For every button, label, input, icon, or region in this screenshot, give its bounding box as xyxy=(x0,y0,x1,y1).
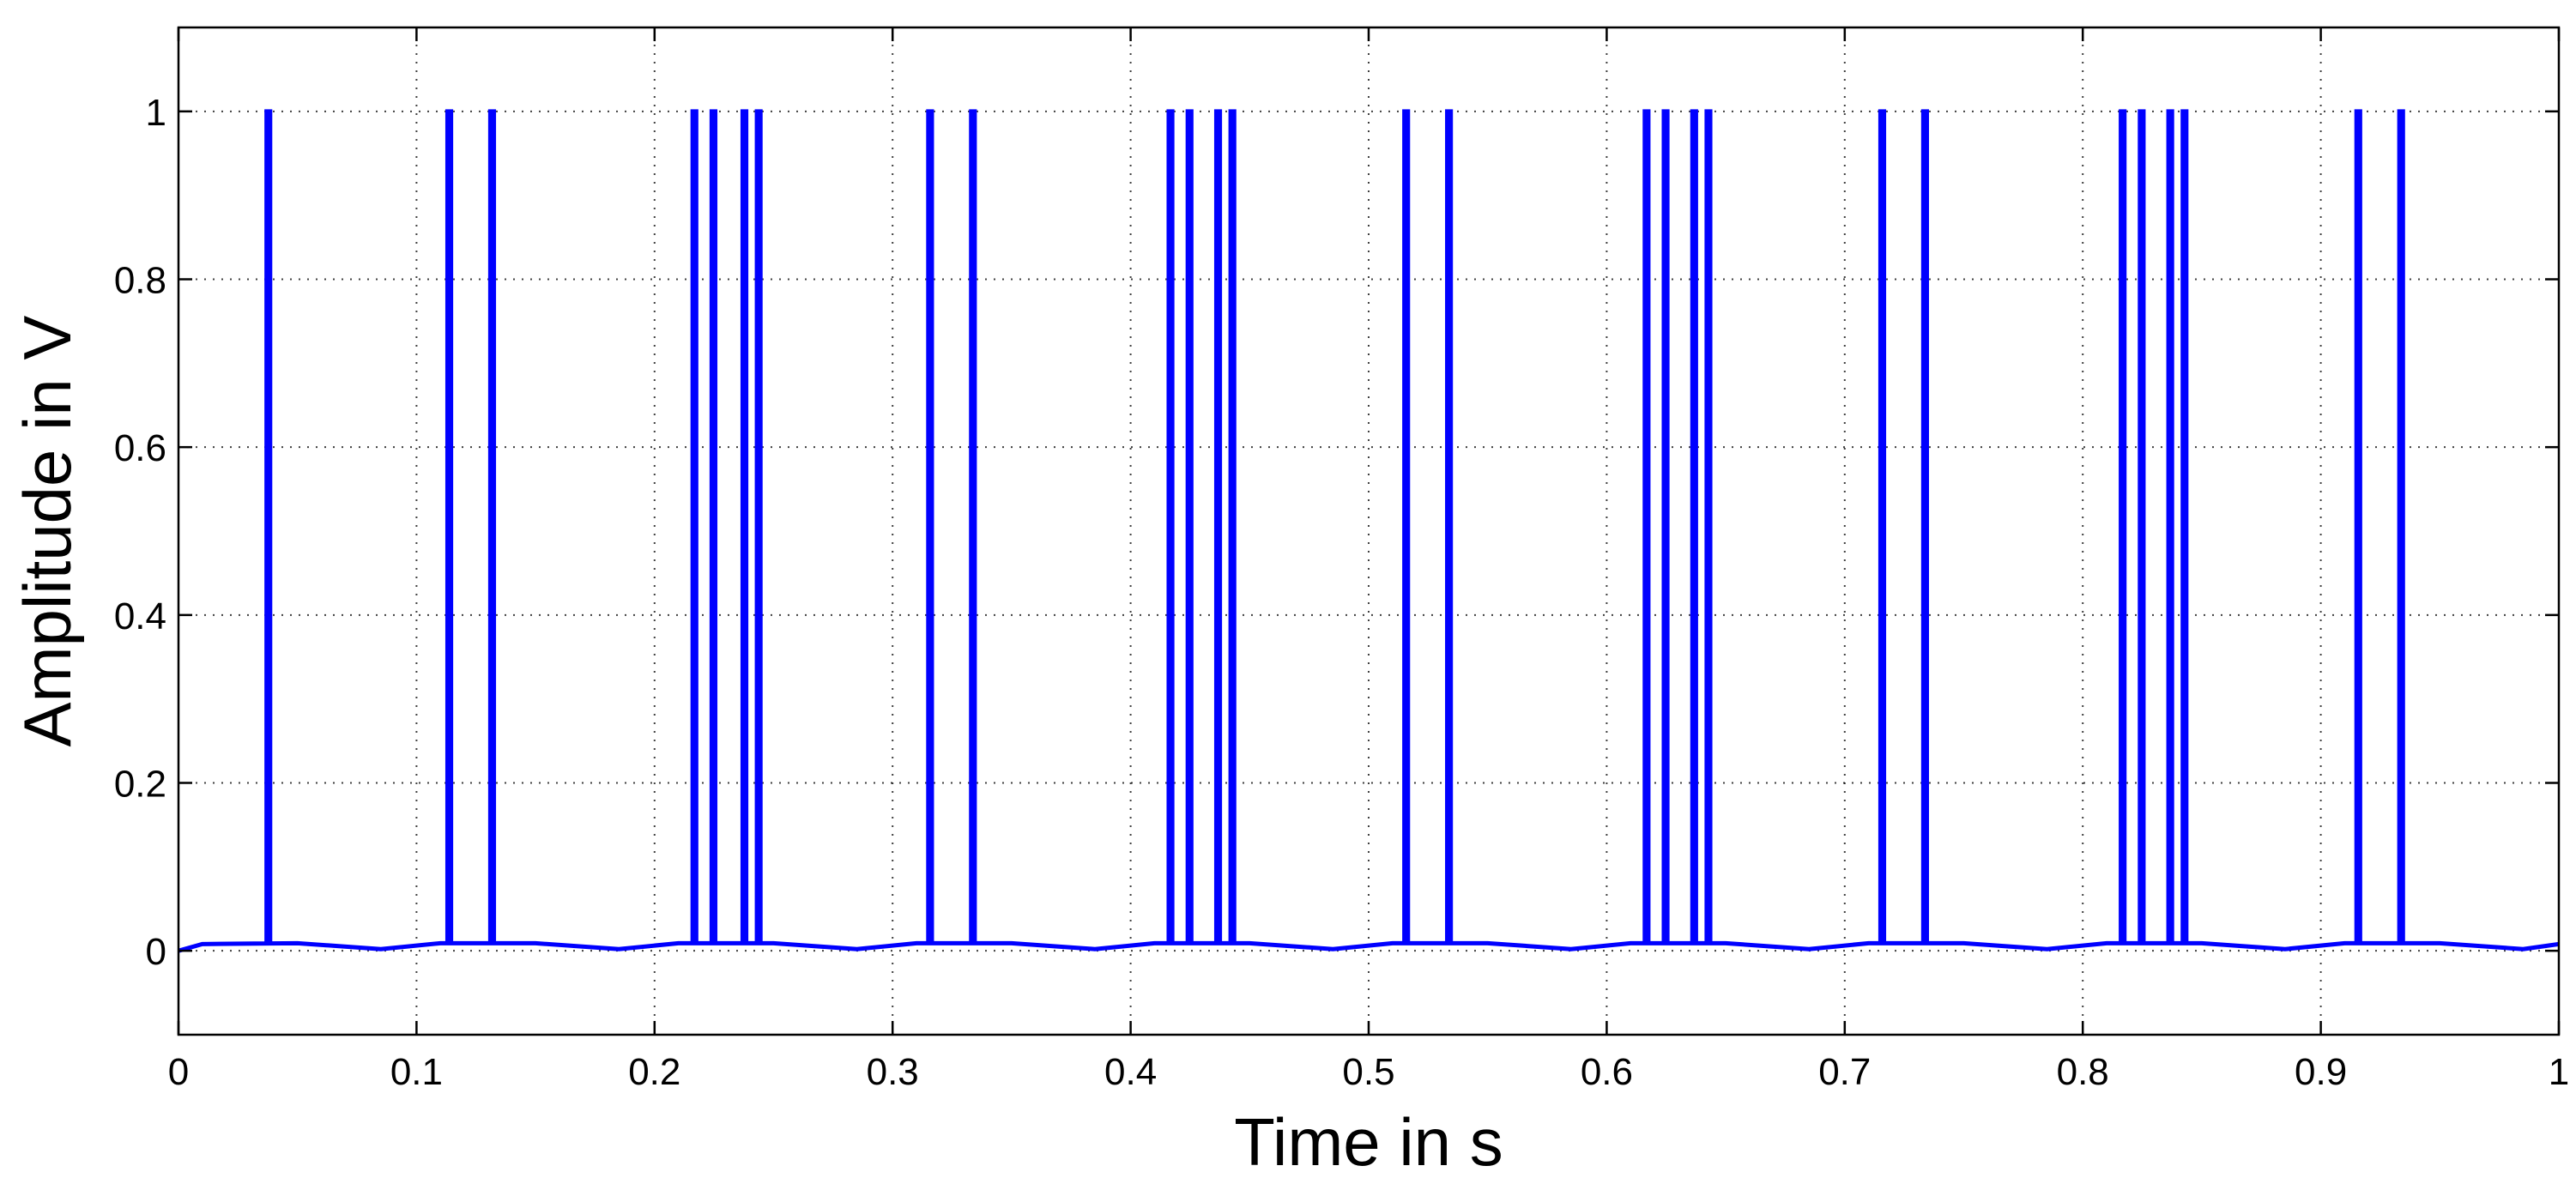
grid xyxy=(178,27,2559,1035)
x-tick-label: 0.1 xyxy=(390,1051,443,1093)
x-tick-label: 0.7 xyxy=(1818,1051,1871,1093)
y-tick-label: 0 xyxy=(146,931,166,973)
y-tick-label: 0.8 xyxy=(114,260,166,302)
y-tick-label: 0.2 xyxy=(114,764,166,806)
series-line xyxy=(178,109,2560,953)
x-tick-label: 0.8 xyxy=(2057,1051,2109,1093)
y-axis-title: Amplitude in V xyxy=(9,316,85,747)
x-tick-label: 0.6 xyxy=(1581,1051,1633,1093)
x-tick-label: 0.2 xyxy=(628,1051,680,1093)
plot-area xyxy=(178,109,2560,953)
x-tick-label: 0 xyxy=(168,1051,189,1093)
axes-frame xyxy=(177,26,2561,1036)
y-tick-label: 0.6 xyxy=(114,427,166,469)
x-tick-label: 0.9 xyxy=(2295,1051,2347,1093)
x-axis-title: Time in s xyxy=(1234,1104,1503,1180)
ticks: 0 0.1 0.2 0.3 0.4 0.5 0.6 0.7 0.8 0.9 1 0 0.2 0.4 0.6 0… xyxy=(114,27,2569,1093)
x-tick-label: 0.5 xyxy=(1342,1051,1394,1093)
y-tick-label: 1 xyxy=(146,92,166,134)
x-tick-label: 0.4 xyxy=(1104,1051,1157,1093)
y-tick-label: 0.4 xyxy=(114,595,166,637)
x-tick-label: 1 xyxy=(2549,1051,2569,1093)
x-tick-label: 0.3 xyxy=(867,1051,919,1093)
